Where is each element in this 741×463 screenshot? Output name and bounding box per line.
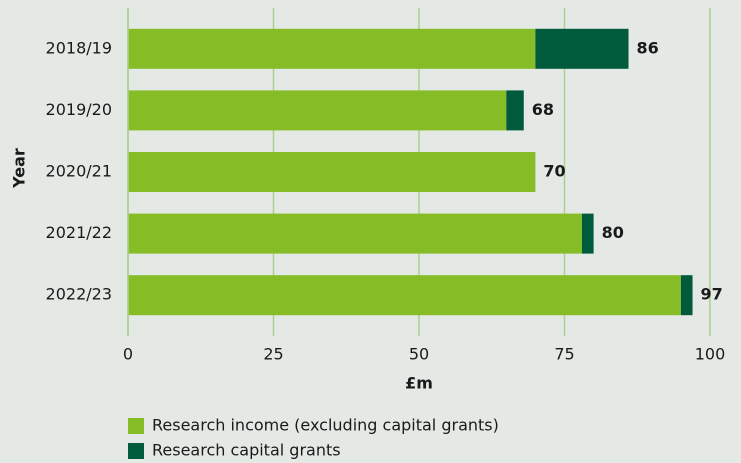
total-label: 86	[637, 38, 659, 57]
legend-label: Research income (excluding capital grant…	[152, 416, 499, 435]
bar-segment	[128, 28, 536, 69]
y-axis-label: Year	[10, 148, 29, 189]
bar-segment	[128, 152, 536, 192]
total-label: 70	[543, 162, 565, 181]
y-tick-label: 2020/21	[46, 162, 112, 181]
bar-segment	[535, 28, 629, 69]
total-label: 97	[701, 285, 723, 304]
legend-swatch	[128, 443, 144, 459]
bar-segment	[581, 213, 594, 254]
bar-segment	[680, 275, 693, 316]
x-tick-label: 0	[123, 345, 133, 364]
y-tick-label: 2019/20	[46, 100, 112, 119]
total-label: 80	[602, 223, 624, 242]
total-label: 68	[532, 100, 554, 119]
x-tick-label: 100	[695, 345, 726, 364]
legend-swatch	[128, 418, 144, 434]
x-tick-label: 25	[263, 345, 283, 364]
y-tick-label: 2022/23	[46, 285, 112, 304]
x-axis-label: £m	[405, 374, 433, 393]
y-tick-label: 2021/22	[46, 223, 112, 242]
y-tick-label: 2018/19	[46, 38, 112, 57]
legend-label: Research capital grants	[152, 441, 341, 460]
bar-segment	[128, 275, 681, 316]
bar-segment	[128, 213, 582, 254]
bar-segment	[128, 90, 507, 131]
bar-segment	[506, 90, 524, 131]
x-tick-label: 50	[409, 345, 429, 364]
x-tick-label: 75	[554, 345, 574, 364]
